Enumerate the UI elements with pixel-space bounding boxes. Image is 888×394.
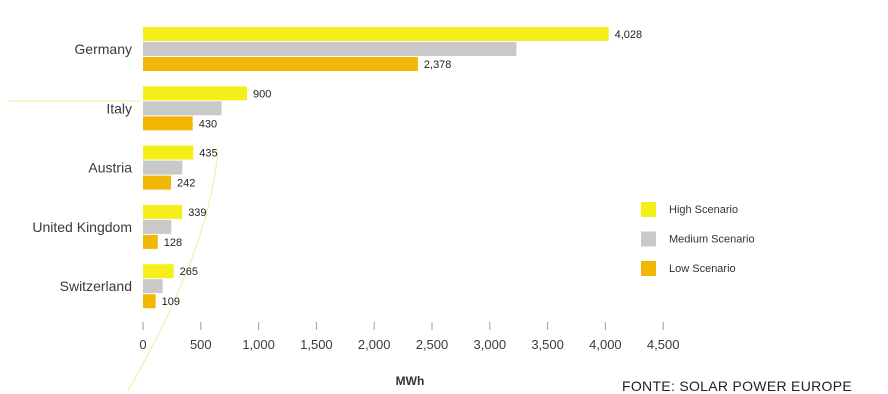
x-tick-label: 1,500 bbox=[300, 337, 333, 352]
legend-swatch bbox=[641, 231, 656, 247]
bar bbox=[143, 160, 183, 175]
bar bbox=[143, 234, 158, 249]
category-label: Germany bbox=[74, 41, 132, 57]
data-label: 900 bbox=[253, 88, 271, 100]
legend-label: Low Scenario bbox=[669, 263, 736, 275]
category-label: Austria bbox=[88, 160, 132, 176]
x-tick-label: 4,500 bbox=[647, 337, 680, 352]
bar bbox=[143, 101, 222, 116]
bar bbox=[143, 204, 183, 219]
data-label: 128 bbox=[164, 237, 182, 249]
x-tick-label: 4,000 bbox=[589, 337, 622, 352]
source-note: FONTE: SOLAR POWER EUROPE bbox=[622, 378, 852, 394]
bar bbox=[143, 42, 517, 56]
bar bbox=[143, 294, 156, 309]
x-tick-label: 1,000 bbox=[242, 337, 275, 352]
data-label: 242 bbox=[177, 178, 195, 190]
legend-label: Medium Scenario bbox=[669, 234, 755, 246]
x-tick-label: 500 bbox=[190, 337, 212, 352]
category-label: United Kingdom bbox=[32, 219, 132, 235]
bar bbox=[143, 27, 609, 41]
bar bbox=[143, 264, 174, 279]
category-label: Switzerland bbox=[60, 278, 132, 294]
bar bbox=[143, 219, 172, 234]
data-label: 2,378 bbox=[424, 59, 452, 71]
data-label: 265 bbox=[180, 266, 198, 278]
category-label: Italy bbox=[106, 100, 132, 116]
legend-swatch bbox=[641, 202, 656, 217]
x-tick-label: 3,000 bbox=[474, 337, 507, 352]
x-tick-label: 0 bbox=[139, 337, 146, 352]
bar bbox=[143, 116, 193, 131]
bar bbox=[143, 145, 194, 160]
decorative-guide-curve bbox=[127, 149, 219, 391]
data-label: 435 bbox=[199, 148, 217, 160]
x-axis-title: MWh bbox=[396, 374, 425, 388]
x-tick-label: 2,000 bbox=[358, 337, 391, 352]
bar bbox=[143, 175, 171, 190]
bar bbox=[143, 279, 163, 294]
x-tick-label: 3,500 bbox=[531, 337, 564, 352]
bar bbox=[143, 86, 248, 101]
x-tick-label: 2,500 bbox=[416, 337, 449, 352]
legend-swatch bbox=[641, 261, 656, 276]
data-label: 339 bbox=[188, 207, 206, 219]
data-label: 4,028 bbox=[615, 29, 643, 41]
bar bbox=[143, 57, 418, 71]
data-label: 430 bbox=[199, 118, 217, 130]
legend-label: High Scenario bbox=[669, 204, 738, 216]
data-label: 109 bbox=[162, 296, 180, 308]
